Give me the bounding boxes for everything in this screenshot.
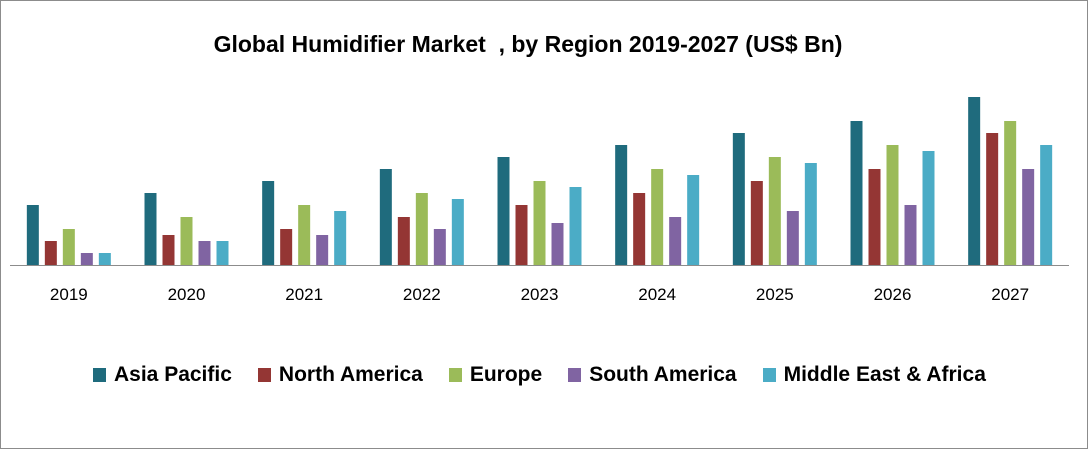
bar-asia-pacific-2027 bbox=[968, 97, 981, 265]
legend-item: South America bbox=[568, 363, 737, 387]
bar-europe-2023 bbox=[533, 181, 546, 265]
legend-label: Europe bbox=[469, 363, 543, 386]
legend-swatch bbox=[762, 368, 776, 382]
bar-middle-east-africa-2025 bbox=[804, 163, 817, 265]
bar-north-america-2025 bbox=[750, 181, 763, 265]
bar-asia-pacific-2025 bbox=[732, 133, 745, 265]
chart-legend: Asia Pacific North America Europe South Ame… bbox=[93, 363, 1012, 387]
bar-middle-east-africa-2023 bbox=[569, 187, 582, 265]
bar-europe-2022 bbox=[415, 193, 428, 265]
bar-south-america-2020 bbox=[198, 241, 211, 265]
bar-south-america-2027 bbox=[1022, 169, 1035, 265]
bar-asia-pacific-2024 bbox=[615, 145, 628, 265]
legend-swatch bbox=[568, 368, 582, 382]
legend-label: Asia Pacific bbox=[114, 363, 232, 386]
legend-item: Asia Pacific bbox=[93, 363, 232, 387]
x-tick-label: 2020 bbox=[168, 285, 206, 304]
x-tick-label: 2025 bbox=[756, 285, 794, 304]
bar-north-america-2021 bbox=[280, 229, 293, 265]
x-tick-label: 2024 bbox=[638, 285, 676, 304]
bar-asia-pacific-2023 bbox=[497, 157, 510, 265]
bar-asia-pacific-2026 bbox=[850, 121, 863, 265]
legend-label: North America bbox=[278, 363, 423, 386]
bar-north-america-2022 bbox=[397, 217, 410, 265]
bar-north-america-2027 bbox=[986, 133, 999, 265]
bar-europe-2027 bbox=[1004, 121, 1017, 265]
legend-swatch bbox=[93, 368, 106, 382]
bar-north-america-2023 bbox=[515, 205, 528, 265]
x-tick-label: 2023 bbox=[521, 285, 559, 304]
bar-europe-2025 bbox=[768, 157, 781, 265]
bar-south-america-2019 bbox=[80, 253, 93, 265]
bar-south-america-2021 bbox=[316, 235, 329, 265]
bar-middle-east-africa-2024 bbox=[687, 175, 700, 265]
bar-south-america-2023 bbox=[551, 223, 564, 265]
bar-europe-2021 bbox=[298, 205, 311, 265]
bar-middle-east-africa-2027 bbox=[1040, 145, 1053, 265]
bar-middle-east-africa-2020 bbox=[216, 241, 229, 265]
bar-asia-pacific-2019 bbox=[26, 205, 39, 265]
bar-middle-east-africa-2022 bbox=[451, 199, 464, 265]
legend-label: Middle East & Africa bbox=[783, 363, 986, 386]
legend-swatch bbox=[448, 368, 462, 382]
bar-south-america-2024 bbox=[669, 217, 682, 265]
bar-middle-east-africa-2019 bbox=[98, 253, 111, 265]
bar-asia-pacific-2020 bbox=[144, 193, 157, 265]
bar-south-america-2022 bbox=[433, 229, 446, 265]
legend-item: Europe bbox=[448, 363, 543, 387]
bar-north-america-2024 bbox=[633, 193, 646, 265]
legend-item: North America bbox=[257, 363, 423, 387]
x-tick-label: 2021 bbox=[285, 285, 323, 304]
bar-north-america-2020 bbox=[162, 235, 175, 265]
x-tick-label: 2019 bbox=[50, 285, 88, 304]
bar-middle-east-africa-2021 bbox=[334, 211, 347, 265]
legend-label: South America bbox=[589, 363, 737, 386]
bar-north-america-2019 bbox=[44, 241, 57, 265]
bar-north-america-2026 bbox=[868, 169, 881, 265]
chart-title: Global Humidifier Market , by Region 201… bbox=[213, 31, 843, 57]
bar-europe-2019 bbox=[62, 229, 75, 265]
bar-middle-east-africa-2026 bbox=[922, 151, 935, 265]
bar-europe-2024 bbox=[651, 169, 664, 265]
x-tick-label: 2022 bbox=[403, 285, 441, 304]
legend-item: Middle East & Africa bbox=[762, 363, 986, 387]
legend-swatch bbox=[257, 368, 271, 382]
bar-europe-2020 bbox=[180, 217, 193, 265]
x-tick-label: 2026 bbox=[874, 285, 912, 304]
bar-europe-2026 bbox=[886, 145, 899, 265]
bar-asia-pacific-2022 bbox=[379, 169, 392, 265]
bar-south-america-2026 bbox=[904, 205, 917, 265]
bar-asia-pacific-2021 bbox=[262, 181, 275, 265]
bar-south-america-2025 bbox=[786, 211, 799, 265]
x-tick-label: 2027 bbox=[991, 285, 1029, 304]
